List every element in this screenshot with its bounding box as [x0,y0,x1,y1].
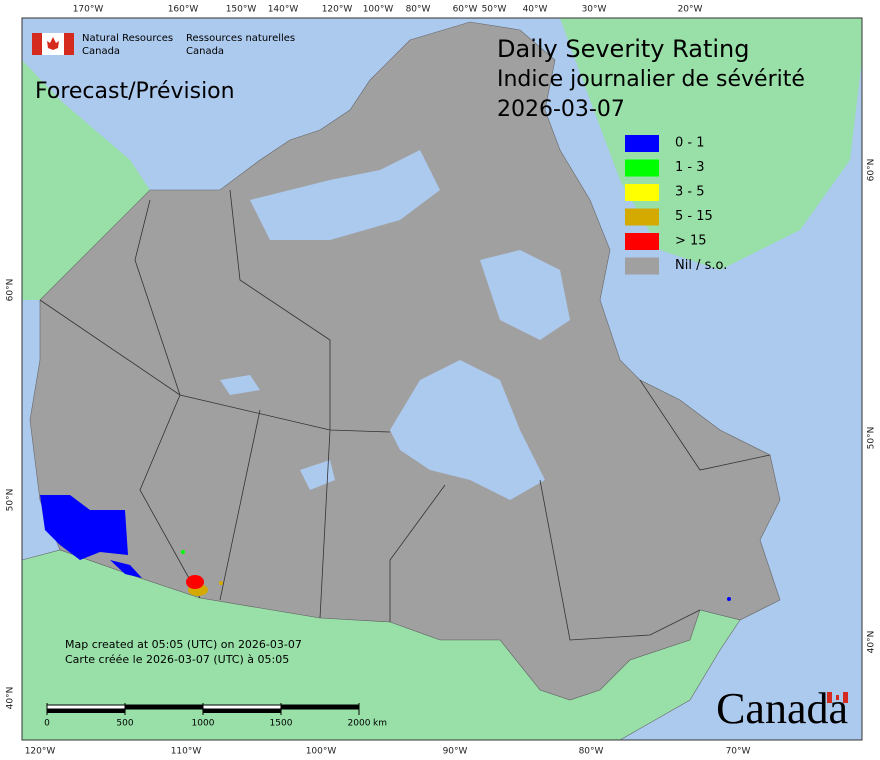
lon-label: 120°W [25,747,56,757]
usa [21,549,741,741]
flag [47,37,59,50]
footer-note: Map created at 05:05 (UTC) on 2026-03-07 [65,638,302,651]
flag [32,33,42,55]
boundary [389,484,446,622]
scale-segment [125,705,203,709]
hudson-bay [390,360,545,500]
lat-label: 40°N [6,687,16,710]
boundary [134,199,201,599]
lat-label: 60°N [867,159,877,182]
map-border [21,17,863,741]
boundary [219,409,261,601]
wordmark-flag [827,692,832,703]
legend-label: 0 - 1 [675,136,705,151]
legend-label: 3 - 5 [675,185,705,200]
lake [220,375,260,395]
legend-label: 1 - 3 [675,160,705,175]
rating-area [110,560,142,578]
scale-label: 1000 [192,719,215,729]
lon-label: 30°W [582,5,607,15]
agency-en: Canada [82,46,120,57]
lon-label: 120°W [322,5,353,15]
legend-swatch [625,135,659,152]
legend-label: > 15 [675,234,707,249]
title: Indice journalier de sévérité [497,67,805,92]
legend-swatch [625,159,659,177]
legend-label: 5 - 15 [675,209,713,224]
lon-label: 70°W [726,747,751,757]
lat-label: 40°N [867,631,877,654]
lon-label: 80°W [406,5,431,15]
scale-segment [202,704,282,710]
agency-fr: Canada [186,46,224,57]
lat-label: 60°N [6,279,16,302]
legend-swatch [625,257,659,275]
agency-fr: Ressources naturelles [186,33,295,44]
lon-label: 40°W [523,5,548,15]
title: Daily Severity Rating [497,35,749,63]
lon-label: 20°W [678,5,703,15]
scale-segment [47,709,125,713]
greenland [560,18,862,270]
scale-segment [281,705,359,709]
scale-label: 500 [116,719,133,729]
wordmark-flag [836,695,839,700]
wordmark-flag [843,692,848,703]
lon-label: 50°W [482,5,507,15]
scale-unit: km [373,719,387,729]
legend-swatch [625,233,659,250]
lake [300,460,335,490]
lon-label: 150°W [226,5,257,15]
baffin-strait [480,250,570,340]
footer-note: Carte créée le 2026-03-07 (UTC) à 05:05 [65,653,289,666]
rating-area [727,597,731,601]
arctic-channel [250,150,440,240]
alaska [22,18,150,300]
lat-label: 50°N [6,489,16,512]
legend-swatch [625,184,659,201]
boundary [639,379,771,471]
scale-label: 1500 [270,719,293,729]
rating-area [219,581,223,585]
flag [64,33,74,55]
lon-label: 170°W [73,5,104,15]
scale-label: 0 [44,719,50,729]
scale-segment [46,704,126,710]
lon-label: 100°W [363,5,394,15]
legend-label: Nil / s.o. [675,258,727,273]
scale-segment [203,709,281,713]
scale-label: 2000 [348,719,371,729]
wordmark: Canada [716,684,848,733]
lon-label: 80°W [579,747,604,757]
lon-label: 110°W [171,747,202,757]
lon-label: 60°W [453,5,478,15]
lat-label: 50°N [867,427,877,450]
lon-label: 160°W [168,5,199,15]
title-date: 2026-03-07 [497,97,625,122]
lon-label: 90°W [443,747,468,757]
rating-area [40,495,128,560]
legend-swatch [625,208,659,226]
boundary [229,189,331,619]
boundary [39,299,391,433]
lon-label: 100°W [306,747,337,757]
agency-en: Natural Resources [82,33,173,44]
forecast: Forecast/Prévision [35,79,235,104]
rating-area [181,550,185,554]
lon-label: 140°W [268,5,299,15]
rating-area [186,575,204,589]
boundary [539,479,701,641]
